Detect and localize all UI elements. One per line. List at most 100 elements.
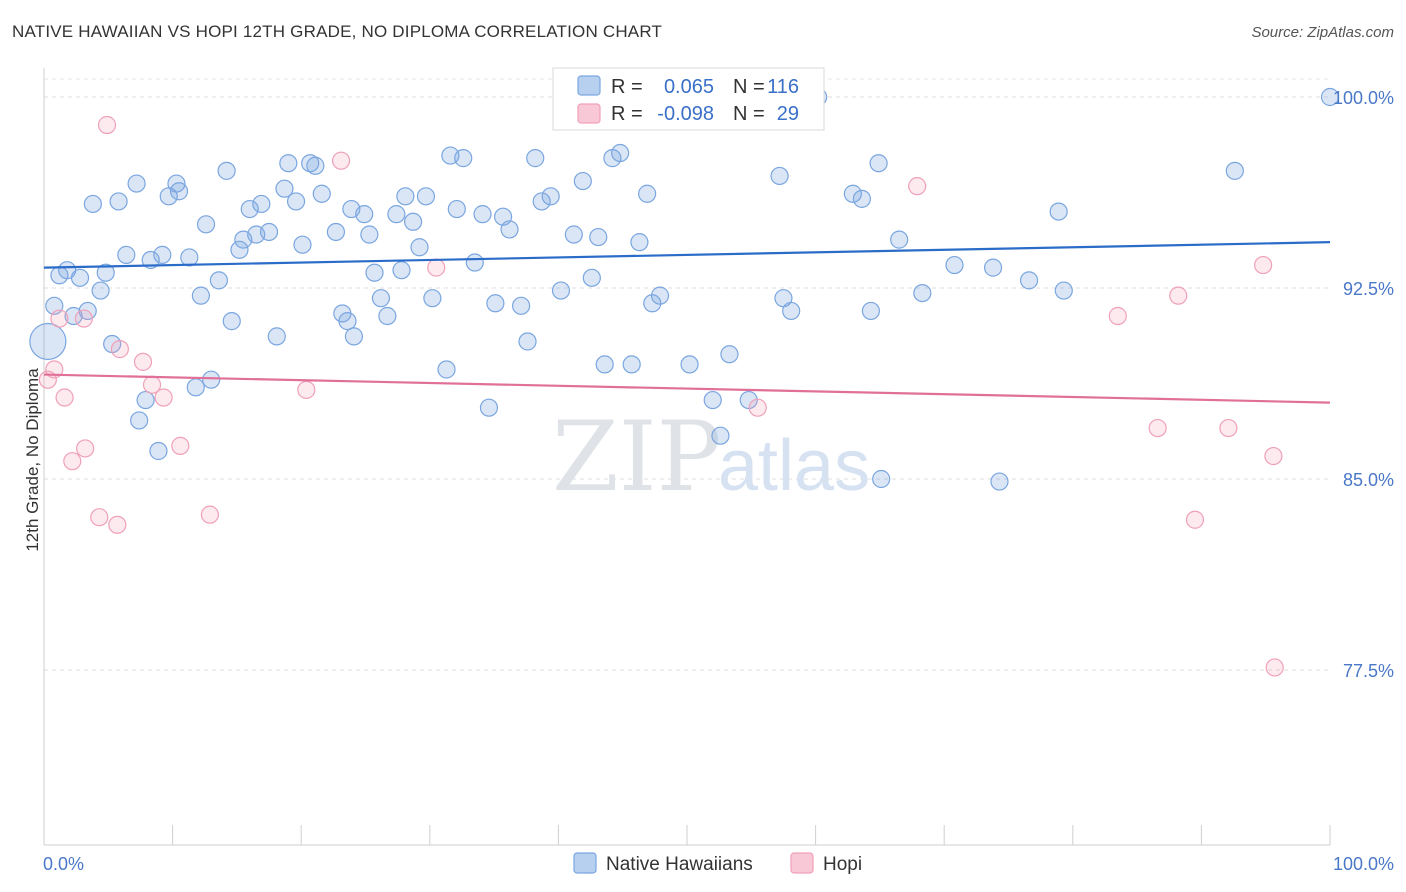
- point-native-hawaiians: [169, 182, 189, 201]
- point-native-hawaiians: [275, 179, 294, 198]
- point-native-hawaiians: [83, 194, 102, 214]
- point-native-hawaiians: [191, 286, 210, 305]
- point-native-hawaiians: [983, 258, 1003, 277]
- point-native-hawaiians: [518, 332, 537, 351]
- point-native-hawaiians: [990, 472, 1009, 491]
- point-hopi: [297, 380, 316, 399]
- point-native-hawaiians: [365, 263, 384, 282]
- point-hopi: [108, 515, 127, 534]
- point-native-hawaiians: [387, 205, 406, 224]
- point-native-hawaiians: [279, 154, 298, 173]
- point-native-hawaiians: [153, 245, 172, 264]
- point-native-hawaiians: [130, 411, 149, 430]
- point-native-hawaiians: [217, 161, 236, 180]
- point-native-hawaiians: [465, 253, 484, 272]
- x-tick-label-max: 100.0%: [1333, 854, 1394, 874]
- point-native-hawaiians: [638, 184, 657, 203]
- point-native-hawaiians: [410, 238, 429, 257]
- stats-n-label-2: N =: [733, 103, 765, 125]
- point-native-hawaiians: [770, 166, 789, 186]
- legend-label-native-hawaiians: Native Hawaiians: [606, 854, 753, 875]
- point-native-hawaiians: [293, 235, 312, 254]
- point-hopi: [97, 115, 117, 135]
- point-hopi: [1219, 418, 1238, 438]
- y-tick-label: 77.5%: [1343, 661, 1394, 681]
- point-native-hawaiians: [312, 184, 331, 203]
- stats-r-label-2: R =: [611, 103, 643, 125]
- stats-legend-swatch-blue: [577, 75, 601, 96]
- trendline-hopi: [43, 373, 1331, 404]
- point-native-hawaiians: [117, 245, 136, 264]
- point-native-hawaiians: [1320, 87, 1340, 107]
- point-native-hawaiians: [149, 441, 168, 461]
- point-native-hawaiians: [371, 289, 391, 308]
- point-native-hawaiians: [180, 248, 199, 267]
- point-native-hawaiians: [1049, 202, 1068, 221]
- point-native-hawaiians: [360, 225, 379, 244]
- point-native-hawaiians: [230, 240, 249, 259]
- point-native-hawaiians: [338, 312, 357, 331]
- stats-r-label-1: R =: [611, 76, 643, 98]
- point-native-hawaiians: [70, 268, 90, 287]
- x-tick-label-min: 0.0%: [43, 854, 84, 874]
- point-native-hawaiians: [890, 230, 909, 249]
- point-native-hawaiians: [945, 255, 964, 275]
- point-native-hawaiians: [512, 296, 531, 315]
- point-hopi: [1108, 306, 1127, 326]
- point-native-hawaiians: [589, 227, 608, 247]
- point-native-hawaiians: [141, 250, 160, 270]
- legend-swatch-native-hawaiians: [573, 852, 597, 874]
- point-native-hawaiians: [913, 283, 932, 303]
- point-native-hawaiians: [711, 426, 730, 445]
- stats-n-value-1: 116: [767, 76, 799, 98]
- grid-layer: [44, 78, 1330, 671]
- point-hopi: [1169, 286, 1188, 305]
- point-native-hawaiians: [222, 312, 241, 331]
- y-tick-label: 85.0%: [1343, 470, 1394, 490]
- trend-layer: [43, 241, 1331, 404]
- point-native-hawaiians: [447, 199, 466, 219]
- stats-n-value-2: 29: [777, 103, 799, 125]
- point-hopi: [50, 309, 69, 328]
- point-native-hawaiians: [861, 301, 880, 321]
- point-native-hawaiians: [423, 289, 442, 308]
- point-native-hawaiians: [252, 194, 271, 214]
- point-native-hawaiians: [301, 154, 320, 173]
- point-native-hawaiians: [109, 192, 128, 211]
- point-native-hawaiians: [680, 355, 699, 374]
- point-hopi: [171, 436, 190, 455]
- point-hopi: [154, 388, 173, 407]
- point-native-hawaiians: [1054, 281, 1073, 300]
- point-hopi: [1254, 255, 1273, 275]
- y-tick-label: 92.5%: [1343, 279, 1394, 299]
- point-native-hawaiians: [392, 261, 411, 280]
- point-native-hawaiians: [843, 184, 862, 203]
- point-hopi: [1148, 418, 1167, 438]
- point-native-hawaiians: [473, 205, 492, 224]
- point-native-hawaiians: [564, 225, 583, 244]
- point-native-hawaiians: [782, 301, 801, 321]
- point-native-hawaiians: [703, 390, 722, 410]
- point-native-hawaiians: [872, 469, 891, 489]
- legend-swatch-hopi: [790, 852, 814, 874]
- y-tick-labels: 100.0% 92.5% 85.0% 77.5%: [1333, 88, 1394, 681]
- point-hopi: [76, 439, 95, 458]
- point-hopi: [1265, 658, 1284, 677]
- stats-r-value-1: 0.065: [664, 76, 714, 98]
- point-native-hawaiians: [344, 327, 364, 346]
- stats-r-value-2: -0.098: [657, 103, 714, 125]
- point-native-hawaiians: [91, 281, 110, 300]
- point-native-hawaiians: [869, 154, 888, 173]
- point-hopi: [63, 452, 82, 471]
- series-legend: Native Hawaiians Hopi: [573, 852, 862, 875]
- point-native-hawaiians: [416, 187, 436, 206]
- y-tick-label: 100.0%: [1333, 88, 1394, 108]
- point-hopi: [331, 151, 351, 170]
- point-native-hawaiians: [643, 294, 662, 313]
- point-native-hawaiians: [611, 143, 630, 163]
- point-native-hawaiians: [595, 355, 614, 374]
- point-hopi: [427, 258, 446, 277]
- point-native-hawaiians: [136, 390, 155, 410]
- point-hopi: [110, 340, 129, 359]
